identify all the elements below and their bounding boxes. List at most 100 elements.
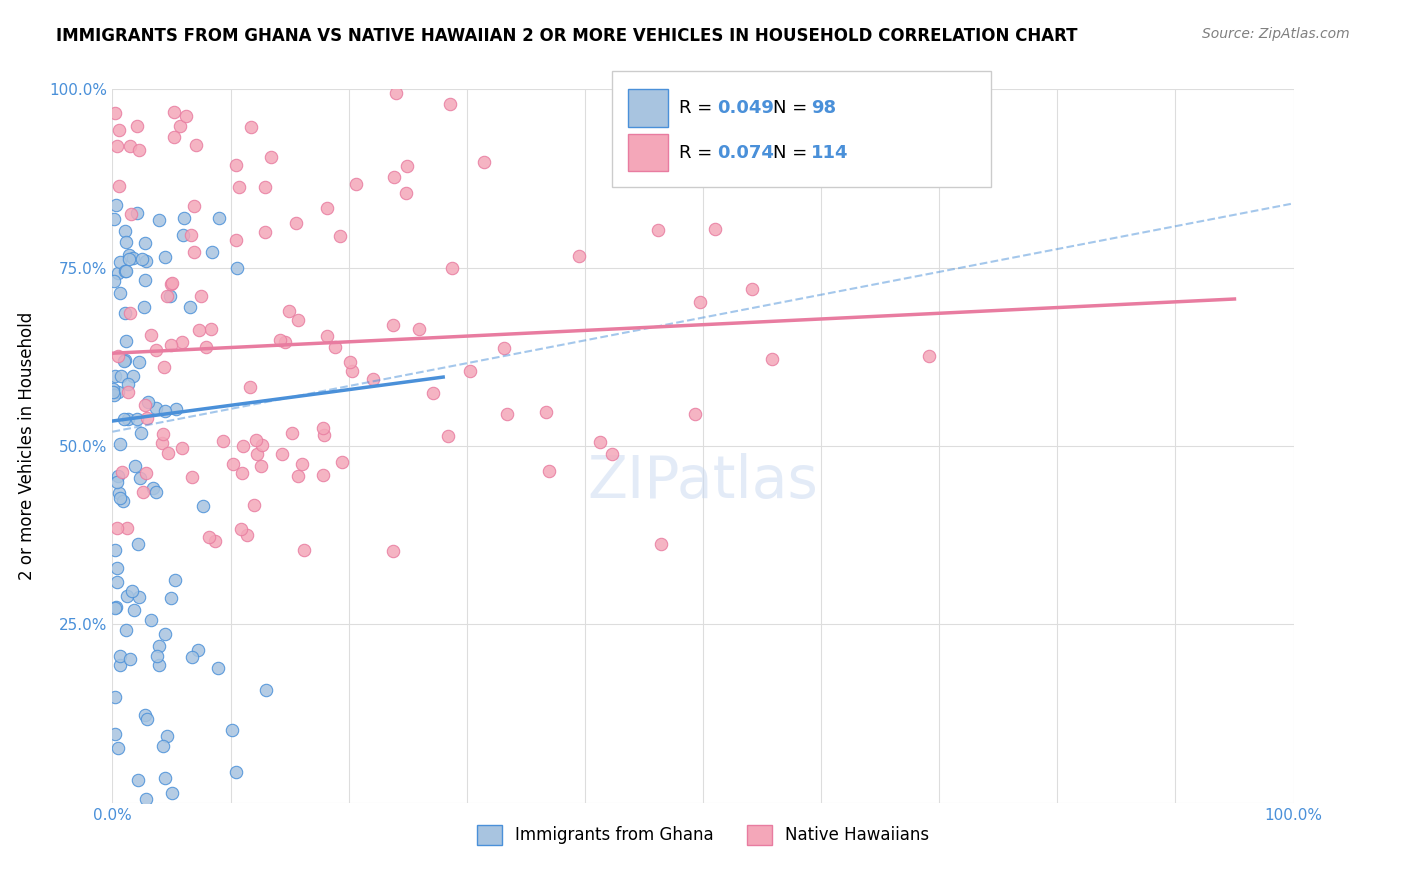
Native Hawaiians bbox=[184, 137, 207, 152]
Immigrants from Ghana bbox=[117, 412, 139, 426]
Native Hawaiians bbox=[163, 105, 186, 120]
Immigrants from Ghana bbox=[138, 395, 160, 409]
Native Hawaiians bbox=[250, 458, 273, 473]
Native Hawaiians bbox=[231, 522, 253, 536]
Text: N =: N = bbox=[773, 144, 813, 161]
Native Hawaiians bbox=[172, 334, 194, 349]
Immigrants from Ghana bbox=[107, 468, 129, 483]
Immigrants from Ghana bbox=[128, 590, 150, 604]
Immigrants from Ghana bbox=[107, 266, 129, 280]
Native Hawaiians bbox=[240, 120, 263, 135]
Immigrants from Ghana bbox=[104, 727, 127, 741]
Immigrants from Ghana bbox=[104, 690, 127, 704]
Native Hawaiians bbox=[330, 455, 353, 469]
Immigrants from Ghana bbox=[145, 649, 167, 664]
Native Hawaiians bbox=[160, 277, 183, 292]
Immigrants from Ghana bbox=[118, 651, 141, 665]
Immigrants from Ghana bbox=[103, 382, 125, 396]
Native Hawaiians bbox=[534, 405, 557, 419]
Native Hawaiians bbox=[183, 244, 205, 259]
Immigrants from Ghana bbox=[208, 211, 231, 226]
Native Hawaiians bbox=[150, 436, 173, 450]
Immigrants from Ghana bbox=[108, 491, 131, 505]
Native Hawaiians bbox=[495, 407, 517, 421]
Native Hawaiians bbox=[162, 277, 184, 291]
Immigrants from Ghana bbox=[129, 471, 152, 485]
Immigrants from Ghana bbox=[117, 252, 139, 267]
Immigrants from Ghana bbox=[112, 494, 135, 508]
Immigrants from Ghana bbox=[122, 369, 145, 384]
Immigrants from Ghana bbox=[115, 263, 138, 277]
Immigrants from Ghana bbox=[121, 251, 143, 265]
Native Hawaiians bbox=[589, 435, 612, 450]
Immigrants from Ghana bbox=[172, 227, 194, 242]
Text: 0.049: 0.049 bbox=[717, 99, 773, 117]
Immigrants from Ghana bbox=[134, 300, 156, 314]
Immigrants from Ghana bbox=[134, 273, 156, 287]
Native Hawaiians bbox=[239, 379, 262, 393]
Native Hawaiians bbox=[395, 159, 418, 173]
Immigrants from Ghana bbox=[207, 661, 229, 675]
Immigrants from Ghana bbox=[156, 729, 179, 743]
Immigrants from Ghana bbox=[114, 306, 136, 320]
Immigrants from Ghana bbox=[136, 712, 159, 726]
Native Hawaiians bbox=[118, 139, 141, 153]
Text: 98: 98 bbox=[811, 99, 837, 117]
Native Hawaiians bbox=[650, 537, 672, 551]
Native Hawaiians bbox=[228, 180, 250, 194]
Native Hawaiians bbox=[274, 334, 297, 349]
Text: IMMIGRANTS FROM GHANA VS NATIVE HAWAIIAN 2 OR MORE VEHICLES IN HOUSEHOLD CORRELA: IMMIGRANTS FROM GHANA VS NATIVE HAWAIIAN… bbox=[56, 27, 1078, 45]
Native Hawaiians bbox=[253, 226, 276, 240]
Immigrants from Ghana bbox=[115, 334, 138, 348]
Immigrants from Ghana bbox=[128, 355, 150, 369]
Immigrants from Ghana bbox=[101, 384, 124, 399]
Native Hawaiians bbox=[107, 349, 129, 363]
Native Hawaiians bbox=[316, 201, 339, 215]
Native Hawaiians bbox=[111, 466, 134, 480]
Immigrants from Ghana bbox=[115, 589, 138, 603]
Immigrants from Ghana bbox=[179, 300, 201, 314]
Native Hawaiians bbox=[385, 86, 408, 100]
Immigrants from Ghana bbox=[135, 791, 157, 805]
Immigrants from Ghana bbox=[159, 289, 181, 303]
Immigrants from Ghana bbox=[131, 252, 153, 266]
Native Hawaiians bbox=[361, 372, 384, 386]
Native Hawaiians bbox=[344, 178, 367, 192]
Native Hawaiians bbox=[190, 289, 212, 303]
Immigrants from Ghana bbox=[162, 786, 184, 800]
Native Hawaiians bbox=[105, 521, 128, 535]
Native Hawaiians bbox=[225, 233, 247, 247]
Native Hawaiians bbox=[242, 498, 264, 512]
Native Hawaiians bbox=[221, 457, 243, 471]
Native Hawaiians bbox=[105, 138, 128, 153]
Native Hawaiians bbox=[395, 186, 418, 201]
Native Hawaiians bbox=[312, 467, 335, 482]
Text: N =: N = bbox=[773, 99, 813, 117]
Native Hawaiians bbox=[157, 446, 180, 460]
Native Hawaiians bbox=[568, 249, 591, 263]
Immigrants from Ghana bbox=[127, 773, 149, 788]
Immigrants from Ghana bbox=[104, 601, 127, 615]
Native Hawaiians bbox=[245, 433, 267, 447]
Native Hawaiians bbox=[200, 322, 222, 336]
Immigrants from Ghana bbox=[165, 402, 187, 417]
Immigrants from Ghana bbox=[105, 575, 128, 590]
Native Hawaiians bbox=[125, 120, 148, 134]
Immigrants from Ghana bbox=[103, 388, 125, 402]
Native Hawaiians bbox=[180, 227, 202, 242]
Native Hawaiians bbox=[600, 447, 623, 461]
Native Hawaiians bbox=[232, 439, 254, 453]
Native Hawaiians bbox=[212, 434, 235, 449]
Immigrants from Ghana bbox=[153, 404, 176, 418]
Immigrants from Ghana bbox=[155, 627, 177, 641]
Legend: Immigrants from Ghana, Native Hawaiians: Immigrants from Ghana, Native Hawaiians bbox=[470, 818, 936, 852]
Native Hawaiians bbox=[180, 470, 202, 484]
Native Hawaiians bbox=[194, 340, 217, 354]
Immigrants from Ghana bbox=[181, 650, 204, 665]
Native Hawaiians bbox=[458, 364, 481, 378]
Immigrants from Ghana bbox=[201, 244, 224, 259]
Native Hawaiians bbox=[704, 222, 727, 236]
Immigrants from Ghana bbox=[108, 285, 131, 300]
Native Hawaiians bbox=[291, 457, 314, 471]
Native Hawaiians bbox=[187, 323, 209, 337]
